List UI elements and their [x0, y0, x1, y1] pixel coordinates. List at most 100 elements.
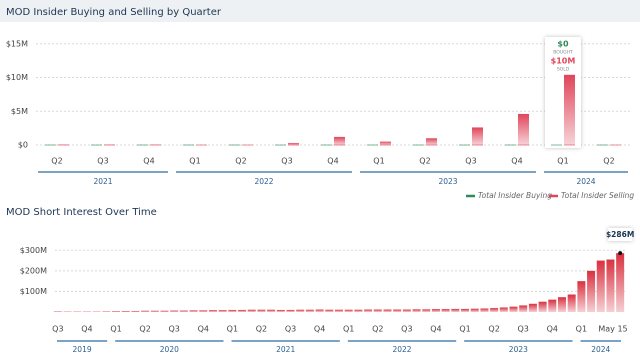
bar [616, 253, 625, 312]
bar [141, 310, 150, 312]
bar [402, 309, 411, 312]
bar [199, 310, 208, 312]
x-tick-label: Q1 [576, 325, 587, 334]
x-tick-label: Q4 [511, 157, 522, 166]
bar [121, 310, 130, 312]
bar [170, 310, 179, 312]
chart-title: MOD Short Interest Over Time [6, 207, 157, 218]
x-tick-label: Q2 [603, 157, 614, 166]
group-label: 2021 [93, 177, 112, 186]
bar [288, 142, 299, 145]
y-tick-label: $0 [18, 141, 28, 150]
x-tick-label: Q1 [227, 325, 238, 334]
bar [305, 309, 314, 312]
bar [257, 309, 266, 312]
bar [189, 310, 198, 312]
bar [606, 259, 615, 312]
bar [267, 309, 276, 312]
group-label: 2021 [276, 345, 295, 354]
chart-title: MOD Insider Buying and Selling by Quarte… [6, 7, 222, 18]
bar [150, 310, 159, 312]
bar [567, 294, 576, 312]
x-tick-label: Q2 [372, 325, 383, 334]
x-tick-label: Q1 [110, 325, 121, 334]
value-dot [618, 251, 623, 256]
x-tick-label: Q4 [547, 325, 558, 334]
bar [247, 309, 256, 312]
tooltip-caption: BOUGHT [553, 50, 573, 56]
tooltip-value: $0 [557, 40, 569, 49]
x-tick-label: Q4 [143, 157, 154, 166]
x-tick-label: Q4 [198, 325, 209, 334]
tooltip-value: $286M [606, 230, 634, 239]
x-tick-label: Q2 [256, 325, 267, 334]
x-tick-label: Q3 [52, 325, 63, 334]
bar [557, 297, 566, 312]
bar [364, 309, 373, 312]
bar [383, 309, 392, 312]
x-tick-label: Q1 [459, 325, 470, 334]
bar [564, 74, 575, 145]
x-tick-label: Q2 [139, 325, 150, 334]
x-tick-label: Q3 [97, 157, 108, 166]
bar [596, 260, 605, 312]
bar [393, 309, 402, 312]
bar [499, 307, 508, 312]
bar [344, 309, 353, 312]
bar [238, 309, 247, 312]
y-tick-label: $100M [20, 287, 47, 296]
group-label: 2019 [73, 345, 92, 354]
bar [218, 310, 227, 312]
bar [490, 308, 499, 312]
x-tick-label: Q1 [557, 157, 568, 166]
bar [373, 309, 382, 312]
bar [380, 141, 391, 145]
bar [519, 305, 528, 312]
bar [587, 270, 596, 312]
bar [472, 127, 483, 145]
title-bar [0, 0, 640, 22]
y-tick-label: $15M [6, 39, 28, 48]
tooltip-card [608, 228, 633, 241]
bar [426, 138, 437, 145]
bar [325, 309, 334, 312]
bar [431, 309, 440, 312]
x-tick-label: Q4 [430, 325, 441, 334]
tooltip-caption: SOLD [557, 67, 570, 73]
group-label: 2023 [509, 345, 528, 354]
x-tick-label: May 15 [598, 325, 627, 334]
bar [276, 309, 285, 312]
x-tick-label: Q4 [81, 325, 92, 334]
bar [354, 309, 363, 312]
bar [470, 308, 479, 312]
x-tick-label: Q1 [373, 157, 384, 166]
x-tick-label: Q4 [327, 157, 338, 166]
x-tick-label: Q3 [518, 325, 529, 334]
x-tick-label: Q4 [314, 325, 325, 334]
bar [112, 311, 121, 312]
bar [179, 310, 188, 312]
bar [208, 310, 217, 312]
bar [480, 308, 489, 312]
bar [577, 281, 586, 312]
legend-label: Total Insider Buying [478, 191, 552, 200]
bar [334, 136, 345, 145]
bar [412, 309, 421, 312]
x-tick-label: Q1 [189, 157, 200, 166]
bar [451, 308, 460, 312]
bar [286, 309, 295, 312]
group-label: 2024 [591, 345, 610, 354]
bar [335, 309, 343, 312]
group-label: 2022 [392, 345, 411, 354]
bar [102, 311, 111, 312]
group-label: 2023 [438, 177, 457, 186]
x-tick-label: Q3 [465, 157, 476, 166]
bar [509, 306, 518, 312]
x-tick-label: Q1 [343, 325, 354, 334]
bar [315, 309, 324, 312]
bar [548, 299, 557, 312]
bar [53, 311, 62, 312]
x-tick-label: Q2 [235, 157, 246, 166]
